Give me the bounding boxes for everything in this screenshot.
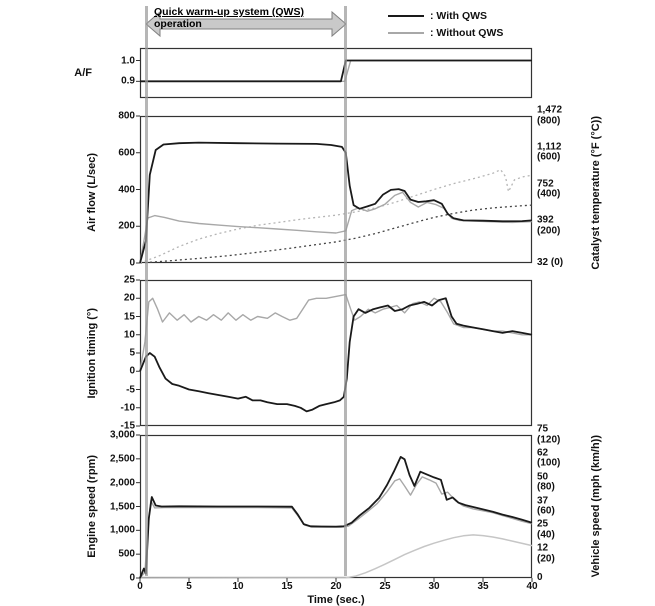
y-ticks-engine-speed: 3,000 2,500 2,000 1,500 1,000 500 0 <box>100 430 140 584</box>
legend-item: : With QWS <box>388 7 503 24</box>
series-catalyst-temp-without-qws <box>139 204 533 264</box>
y-tick-label: 20 <box>123 292 135 304</box>
plot-border <box>139 279 533 427</box>
double-arrow-icon <box>146 10 346 38</box>
x-tick-label: 30 <box>428 581 440 592</box>
series-airflow-with-qws <box>139 141 533 264</box>
y-tick-label: -5 <box>126 384 135 395</box>
y-tick-label: 1,500 <box>109 501 135 512</box>
x-tick-label: 10 <box>232 581 244 592</box>
right-axis-label-catalyst-temp: Catalyst temperature (°F (°C)) <box>590 116 602 270</box>
series-af-with-qws <box>140 59 532 83</box>
y-tick-label: 10 <box>123 329 135 341</box>
x-tick-label: 35 <box>477 581 489 592</box>
figure-header: Quick warm-up system (QWS) operation : W… <box>0 0 655 48</box>
x-tick-label: 15 <box>281 581 293 592</box>
right-y-tick-label: 12 (20) <box>537 542 555 565</box>
plot-border <box>139 47 533 99</box>
y-tick-label: 0 <box>129 257 135 269</box>
right-y-tick-label: 50 (80) <box>537 471 555 493</box>
y-tick-label: 2,500 <box>109 453 135 465</box>
banner-label-line1: Quick warm-up system (QWS) <box>154 6 304 18</box>
x-tick-label: 20 <box>330 581 342 592</box>
y-axis-label-ignition: Ignition timing (°) <box>86 307 98 399</box>
series-airflow-without-qws <box>139 191 533 264</box>
series-catalyst-temp-with-qws <box>139 169 533 264</box>
right-y-tick-label: 37 (60) <box>537 495 555 517</box>
banner-label: Quick warm-up system (QWS) operation <box>154 6 304 30</box>
series-ignition-with-qws <box>139 297 533 413</box>
y-tick-label: 400 <box>118 184 135 195</box>
panel-air-flow: Air flow (L/sec) 800 600 400 200 0 1,472 (800… <box>0 105 655 270</box>
y-axis-label-af: A/F <box>74 67 92 79</box>
y-ticks-catalyst-temp: 1,472 (800) 1,112 (600) 752 (400) 392 (200) 32 (… <box>532 105 590 270</box>
y-tick-label: 0 <box>129 365 135 377</box>
y-ticks-af: 1.0 0.9 <box>100 48 140 98</box>
right-y-tick-label: 1,112 (600) <box>537 141 562 163</box>
y-tick-label: 15 <box>123 311 135 322</box>
plot-af <box>136 47 533 99</box>
y-tick-label: 1.0 <box>121 55 135 66</box>
series-engine-speed-with-qws <box>139 455 533 579</box>
y-tick-label: 200 <box>118 220 135 232</box>
y-tick-label: 800 <box>118 110 135 122</box>
panel-engine-speed: Engine speed (rpm) 3,000 2,500 2,000 1,500 1… <box>0 424 655 584</box>
legend-item: : Without QWS <box>388 24 503 41</box>
y-tick-label: 0 <box>129 572 135 584</box>
x-tick-label: 25 <box>379 581 391 592</box>
legend-label: : With QWS <box>430 9 488 22</box>
x-axis-label: Time (sec.) <box>307 594 365 606</box>
plot-engine-speed <box>136 434 533 582</box>
right-y-tick-label: 32 (0) <box>537 256 564 268</box>
x-tick-labels: 0 5 10 15 20 25 30 35 40 <box>137 578 537 594</box>
qws-operation-banner: Quick warm-up system (QWS) operation <box>146 5 346 43</box>
y-tick-label: -15 <box>120 420 135 432</box>
series-engine-speed-without-qws <box>139 476 533 579</box>
series-ignition-without-qws <box>139 293 532 372</box>
y-axis-label-engine-speed: Engine speed (rpm) <box>86 455 98 558</box>
y-ticks-vehicle-speed: 75 (120) 62 (100) 50 (80) 37 (60) 25 (40) 12 (20) 0 <box>532 424 590 582</box>
panel-ignition-timing: Ignition timing (°) 25 20 15 10 5 0 -5 -10 -15 <box>0 275 655 432</box>
right-axis-label-vehicle-speed: Vehicle speed (mph (km/h)) <box>590 435 602 578</box>
x-tick-label: 40 <box>526 581 538 592</box>
y-tick-label: 2,000 <box>109 477 135 489</box>
y-tick-label: -10 <box>120 402 135 414</box>
panel-af: A/F 1.0 0.9 <box>0 47 655 99</box>
right-y-tick-label: 392 (200) <box>537 214 561 237</box>
y-tick-label: 500 <box>118 548 135 560</box>
x-tick-label: 5 <box>186 581 192 592</box>
y-ticks-ignition: 25 20 15 10 5 0 -5 -10 -15 <box>100 275 140 432</box>
right-y-tick-label: 1,472 (800) <box>537 104 563 126</box>
y-tick-label: 0.9 <box>121 75 135 87</box>
y-tick-label: 1,000 <box>109 524 135 536</box>
right-y-tick-label: 0 <box>537 571 543 583</box>
legend-line-sample-icon <box>388 31 424 34</box>
y-ticks-air-flow: 800 600 400 200 0 <box>100 111 140 270</box>
y-tick-label: 25 <box>123 274 135 286</box>
y-tick-label: 5 <box>129 347 135 359</box>
legend: : With QWS : Without QWS <box>388 7 503 41</box>
plot-ignition <box>136 279 533 427</box>
right-y-tick-label: 62 (100) <box>537 447 561 469</box>
right-y-tick-label: 75 (120) <box>537 423 561 445</box>
y-tick-label: 600 <box>118 147 135 159</box>
plot-air-flow <box>136 115 533 264</box>
series-af-without-qws <box>140 59 532 82</box>
y-tick-label: 3,000 <box>109 429 135 441</box>
right-y-tick-label: 752 (400) <box>537 178 561 200</box>
plot-border <box>139 115 533 264</box>
y-axis-label-air-flow: Air flow (L/sec) <box>86 153 98 233</box>
x-tick-label: 0 <box>137 581 143 592</box>
legend-label: : Without QWS <box>430 26 504 39</box>
series-vehicle-speed <box>139 534 533 579</box>
legend-line-sample-icon <box>388 14 424 17</box>
right-y-tick-label: 25 (40) <box>537 518 555 541</box>
banner-label-line2: operation <box>154 18 202 30</box>
